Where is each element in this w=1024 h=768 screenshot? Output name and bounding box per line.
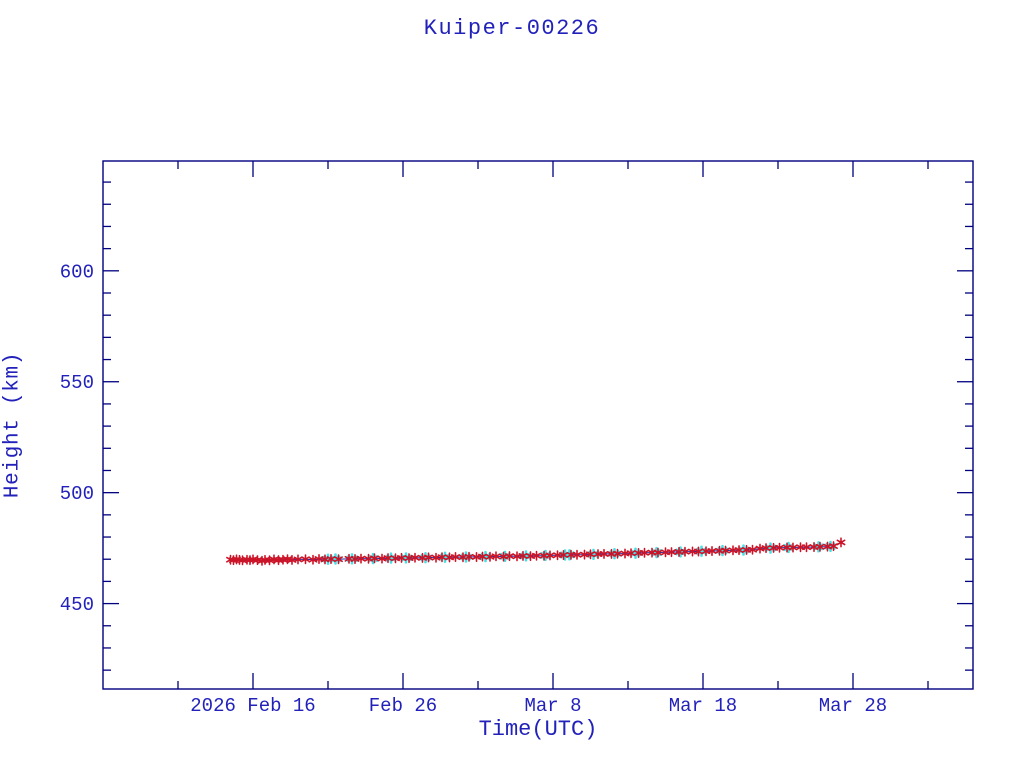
x-tick-label: Mar 28	[819, 695, 887, 717]
x-tick-label: 2026 Feb 16	[190, 695, 315, 717]
tick-labels: 2026 Feb 16 Feb 26 Mar 8 Mar 18 Mar 28 450 500…	[60, 261, 887, 717]
y-tick-label: 600	[60, 261, 94, 283]
chart-title: Kuiper-00226	[423, 16, 601, 41]
y-tick-label: 450	[60, 594, 94, 616]
x-tick-label: Feb 26	[369, 695, 437, 717]
measured-height-red-markers	[226, 537, 846, 566]
x-tick-label: Mar 18	[669, 695, 737, 717]
y-tick-label: 500	[60, 483, 94, 505]
x-tick-label: Mar 8	[524, 695, 581, 717]
series-measured-height-red	[226, 537, 846, 566]
axes	[102, 160, 974, 690]
y-tick-label: 550	[60, 372, 94, 394]
x-axis-label: Time(UTC)	[478, 717, 598, 742]
